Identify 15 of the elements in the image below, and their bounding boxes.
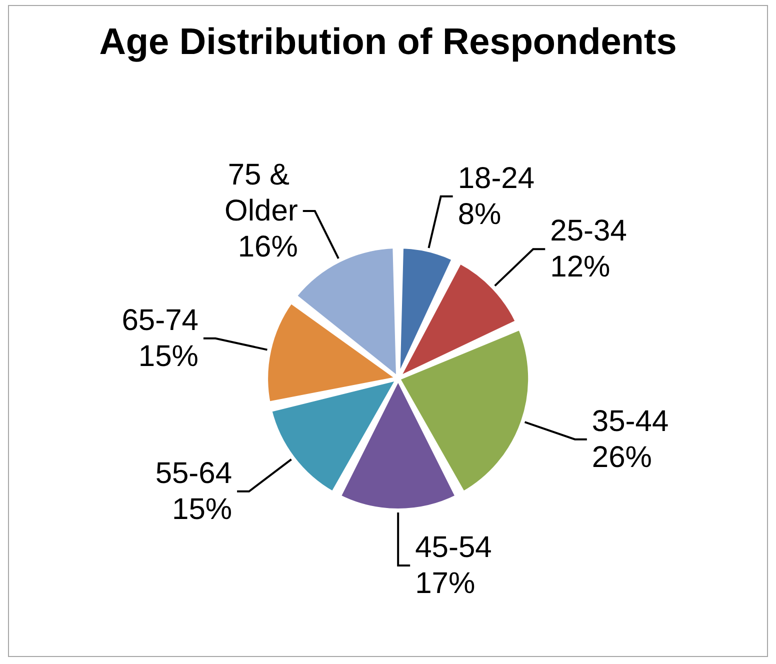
data-label: 16% xyxy=(238,230,298,264)
data-label: 8% xyxy=(458,198,502,231)
slice-label: 18-24 xyxy=(458,162,535,195)
slice-label: 25-34 xyxy=(550,214,627,248)
slice-label: 65-74 xyxy=(122,304,198,337)
slice-label: 35-44 xyxy=(592,404,669,438)
data-label: 15% xyxy=(138,340,198,373)
chart-title: Age Distribution of Respondents xyxy=(99,21,677,62)
data-label: 15% xyxy=(172,492,232,526)
data-label: 17% xyxy=(415,566,476,600)
data-label: 26% xyxy=(592,440,652,474)
slice-label: 45-54 xyxy=(415,530,492,564)
data-label: 12% xyxy=(550,250,610,284)
slice-label: 55-64 xyxy=(155,456,232,490)
slice-label: 75 & Older xyxy=(224,158,298,228)
